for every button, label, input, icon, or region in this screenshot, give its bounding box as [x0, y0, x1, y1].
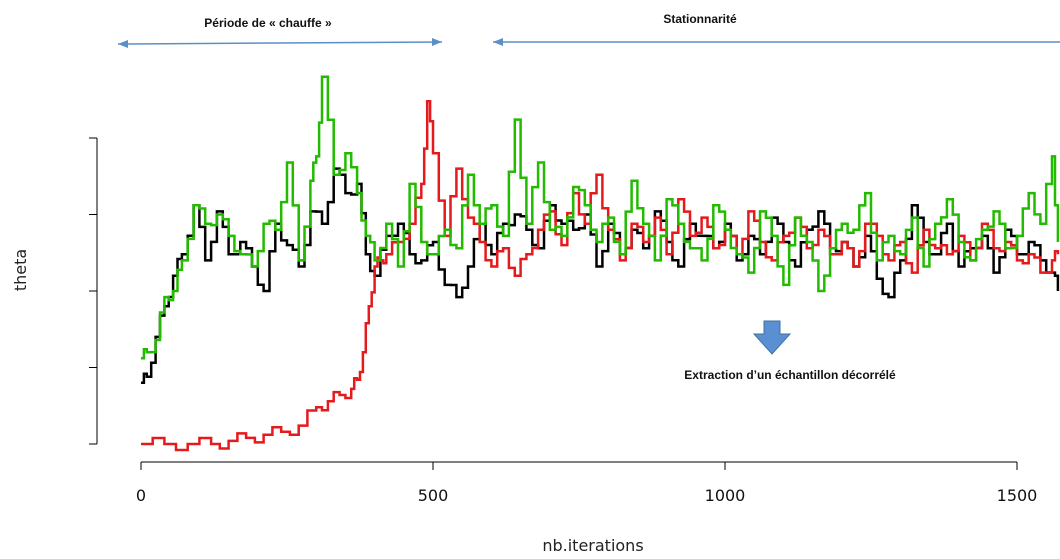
stationary-label: Stationnarité: [663, 12, 737, 26]
warmup-arrow-right-head: [432, 38, 442, 46]
x-tick-label: 500: [418, 486, 449, 505]
x-tick-label: 1000: [705, 486, 746, 505]
annotation-layer: Période de « chauffe » Stationnarité Ext…: [117, 12, 1060, 382]
x-axis: 0 500 1000 1500 nb.iterations: [136, 461, 1038, 555]
series-line-2: [141, 100, 1060, 452]
extraction-down-arrow: [752, 320, 792, 355]
y-axis: theta: [11, 137, 98, 445]
y-axis-label: theta: [11, 249, 30, 291]
series-line-3: [141, 75, 1060, 360]
warmup-arrow-left-head: [118, 40, 128, 48]
series-layer: [141, 75, 1060, 452]
warmup-label: Période de « chauffe »: [204, 16, 332, 30]
x-tick-label: 1500: [997, 486, 1038, 505]
x-axis-label: nb.iterations: [542, 536, 643, 555]
extraction-label: Extraction d’un échantillon décorrélé: [684, 368, 896, 382]
series-line-1: [141, 167, 1060, 385]
x-tick-label: 0: [136, 486, 146, 505]
warmup-arrow: [117, 41, 443, 45]
stationary-arrow-left-head: [493, 38, 503, 46]
